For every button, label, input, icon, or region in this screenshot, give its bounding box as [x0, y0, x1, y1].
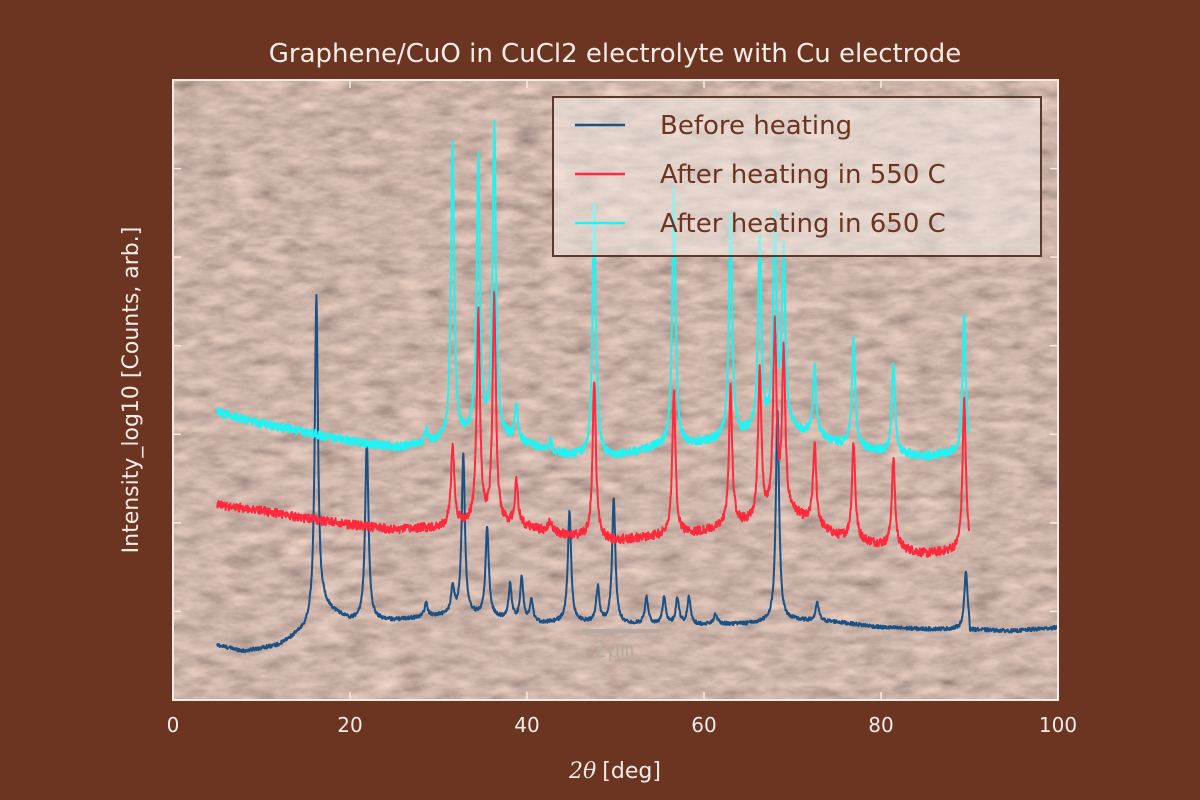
x-tick-label: 40: [514, 713, 539, 737]
x-tick-label: 60: [691, 713, 716, 737]
x-axis-label-unit: [deg]: [602, 759, 661, 784]
legend-entries: Before heating After heating in 550 C Afte…: [575, 111, 946, 239]
series-line: [216, 294, 1058, 654]
x-tick-label: 20: [337, 713, 362, 737]
series-line: [216, 291, 971, 558]
legend-box: [552, 96, 1042, 257]
x-tick-label: 0: [167, 713, 180, 737]
legend-label: After heating in 650 C: [660, 209, 946, 239]
chart-title: Graphene/CuO in CuCl2 electrolyte with C…: [269, 39, 961, 69]
legend: Before heating After heating in 550 C Afte…: [552, 96, 1042, 257]
y-axis-label: Intensity_log10 [Counts, arb.]: [119, 227, 144, 554]
scale-bar: 2μm: [582, 629, 660, 663]
y-axis-ticks: [173, 167, 1058, 613]
legend-label: After heating in 550 C: [660, 160, 946, 190]
x-axis-label-math: 2θ: [568, 759, 596, 784]
x-axis-ticks: 0 20 40 60 80 100: [167, 80, 1077, 737]
x-tick-label: 100: [1039, 713, 1077, 737]
x-tick-label: 80: [868, 713, 893, 737]
scale-bar-label: 2μm: [594, 638, 634, 663]
x-axis-label: 2θ [deg]: [568, 759, 661, 784]
legend-label: Before heating: [660, 111, 852, 141]
plot-frame: [172, 79, 1059, 701]
